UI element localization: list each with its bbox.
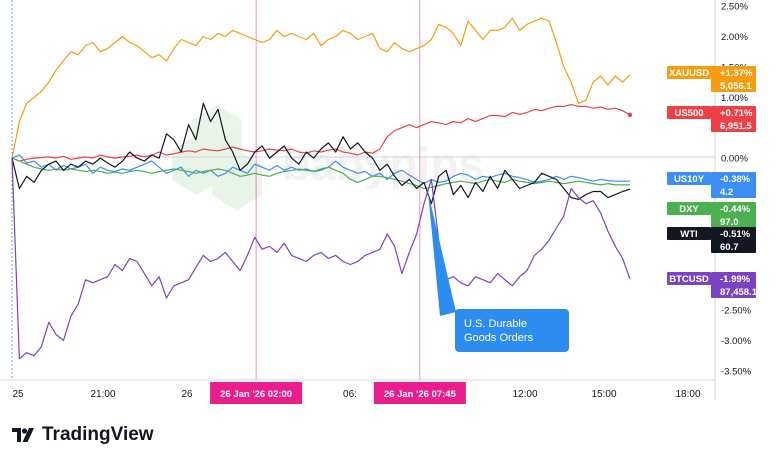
watermark-text: babypips	[282, 138, 484, 190]
durable-goods-callout: U.S. Durable Goods Orders	[428, 192, 569, 352]
series-tag-price: 97.0	[720, 217, 739, 228]
event-labels: 26 Jan '26 02:00 26 Jan '26 07:45	[210, 382, 466, 404]
tradingview-logo-icon	[12, 428, 34, 442]
series-tag-dxy: DXY -0.44% 97.0	[667, 202, 756, 228]
y-tick-label: 2.50%	[721, 2, 748, 13]
y-tick-label: -2.50%	[721, 306, 752, 317]
event-label-2: 26 Jan '26 07:45	[384, 389, 457, 400]
x-tick-label: 21:00	[90, 389, 115, 400]
series-line-xauusd	[11, 17, 631, 159]
callout-line-2: Goods Orders	[464, 332, 534, 344]
series-tag-btcusd: BTCUSD -1.99% 87,458.1	[667, 272, 758, 298]
event-lines	[255, 0, 421, 380]
series-tag-name: US10Y	[674, 174, 705, 185]
x-axis-ticks: 25 21:00 26 06: 12:00 15:00 18:00	[12, 389, 701, 400]
series-tag-name: XAUUSD	[669, 68, 709, 79]
series-tag-us10y: US10Y -0.38% 4.2	[667, 172, 756, 198]
y-tick-label: -3.00%	[721, 336, 752, 347]
babypips-watermark: babypips	[172, 105, 484, 210]
series-tag-wti: WTI -0.51% 60.7	[667, 227, 756, 253]
x-tick-label: 26	[181, 389, 193, 400]
y-tick-label: -3.50%	[721, 366, 752, 377]
series-tag-pct: -0.38%	[720, 174, 751, 185]
tradingview-logo-text: TradingView	[42, 424, 154, 445]
x-tick-label: 06:	[343, 389, 357, 400]
series-tag-name: WTI	[680, 229, 697, 240]
series-tag-name: US500	[674, 108, 703, 119]
series-tags: XAUUSD +1.37% 5,056.1 US500 +0.71% 6,951.5 US1…	[667, 66, 758, 298]
series-tag-pct: +1.37%	[720, 68, 753, 79]
x-tick-label: 25	[12, 389, 24, 400]
series-layer	[11, 17, 633, 360]
series-endpoint-us500	[627, 112, 633, 118]
callout-line-1: U.S. Durable	[464, 318, 527, 330]
series-line-btcusd	[11, 158, 631, 360]
x-tick-label: 18:00	[675, 389, 700, 400]
y-tick-label: 2.00%	[721, 32, 748, 43]
callout-pointer	[428, 192, 456, 316]
series-tag-xauusd: XAUUSD +1.37% 5,056.1	[667, 66, 756, 92]
event-label-bg-2	[373, 382, 466, 404]
event-label-1: 26 Jan '26 02:00	[220, 389, 292, 400]
series-tag-us500: US500 +0.71% 6,951.5	[667, 106, 756, 132]
series-tag-price: 87,458.1	[720, 287, 758, 298]
series-tag-pct: +0.71%	[720, 108, 753, 119]
series-tag-price: 60.7	[720, 242, 739, 253]
x-tick-label: 15:00	[591, 389, 616, 400]
series-tag-pct: -1.99%	[720, 274, 751, 285]
series-line-wti	[11, 102, 631, 205]
callout-box	[455, 309, 569, 352]
series-tag-pct: -0.51%	[720, 229, 751, 240]
tradingview-logo: TradingView	[12, 424, 154, 446]
y-tick-label: 1.00%	[721, 93, 748, 104]
x-tick-label: 12:00	[512, 389, 537, 400]
series-tag-pct: -0.44%	[720, 204, 751, 215]
y-tick-label: 0.00%	[721, 154, 748, 165]
series-tag-name: DXY	[679, 204, 699, 215]
series-line-us500	[11, 103, 631, 162]
series-tag-price: 5,056.1	[720, 81, 752, 92]
series-line-dxy	[11, 157, 630, 190]
series-tag-price: 4.2	[720, 187, 733, 198]
series-tag-name: BTCUSD	[669, 274, 709, 285]
series-tag-price: 6,951.5	[720, 121, 752, 132]
event-label-bg-1	[210, 382, 303, 404]
